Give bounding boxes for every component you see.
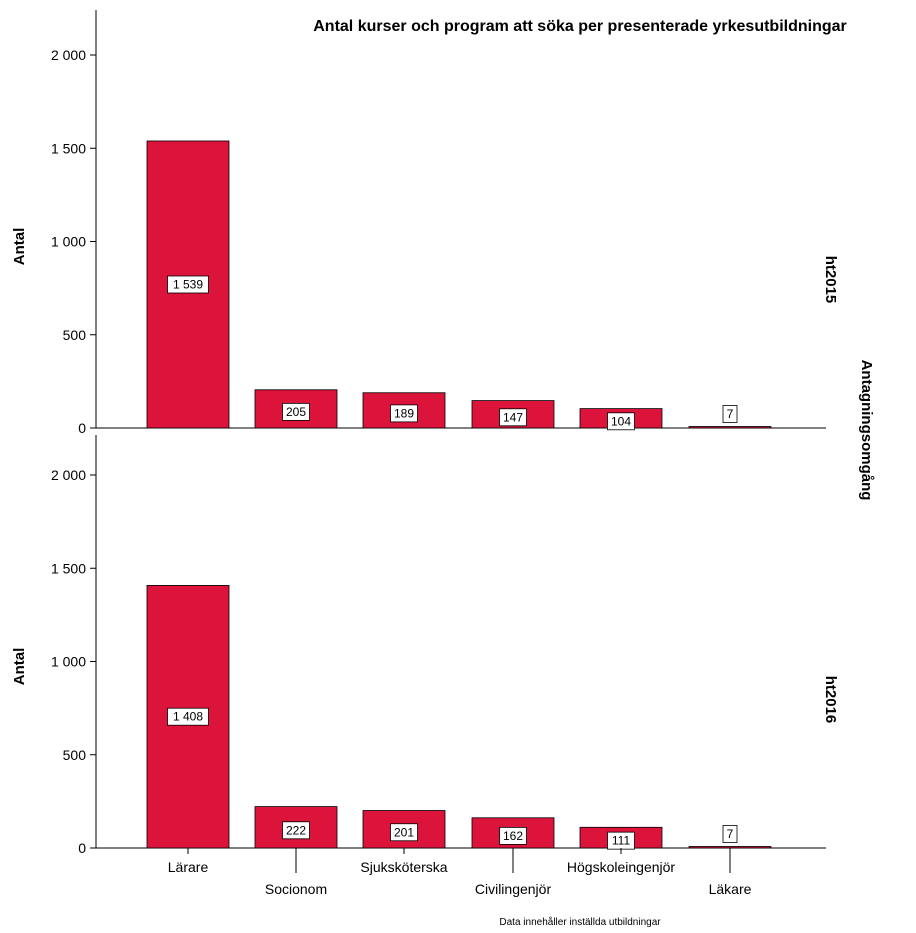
- facet-label: Antagningsomgång: [858, 360, 875, 501]
- footnote: Data innehåller inställda utbildningar: [499, 916, 661, 928]
- value-label: 111: [612, 834, 631, 848]
- value-label-box: [167, 707, 209, 726]
- value-label-box: [499, 408, 527, 427]
- value-label-box: [607, 412, 635, 431]
- value-label-box: [282, 402, 310, 421]
- value-label: 1 539: [173, 277, 203, 291]
- value-label-box: [722, 825, 738, 843]
- x-tick-label: Högskoleingenjör: [567, 859, 676, 875]
- y-axis-label: Antal: [11, 648, 28, 686]
- bar-Läkare: [688, 846, 772, 849]
- bar-Läkare: [688, 426, 772, 429]
- x-tick-label: Civilingenjör: [475, 881, 552, 897]
- panel-ht2016: 0 500 1 000 1 500 2 000 Antal ht2016 1 408 222 20…: [11, 435, 839, 897]
- value-label: 1 408: [173, 710, 203, 724]
- y-tick-label: 500: [63, 327, 87, 343]
- panel-label-ht2015: ht2015: [822, 256, 839, 304]
- x-tick-label: Lärare: [168, 859, 209, 875]
- y-tick-label: 0: [78, 840, 86, 856]
- value-label-box: [282, 821, 310, 840]
- panel-ht2015: 0 500 1 000 1 500 2 000 Antal ht2015 1 539 205 18…: [11, 10, 839, 436]
- value-label-box: [167, 275, 209, 294]
- y-tick-label: 0: [78, 420, 86, 436]
- value-label: 7: [727, 407, 734, 421]
- chart-title: Antal kurser och program att söka per pr…: [313, 18, 847, 35]
- x-tick-label: Läkare: [709, 881, 752, 897]
- y-tick-label: 1 000: [51, 654, 86, 670]
- panels-group: 0 500 1 000 1 500 2 000 Antal ht2015 1 539 205 18…: [11, 10, 839, 897]
- value-label: 205: [286, 405, 306, 419]
- value-label-box: [499, 826, 527, 845]
- x-tick-label: Socionom: [265, 881, 327, 897]
- value-label: 7: [727, 827, 734, 841]
- value-label: 201: [394, 825, 414, 839]
- y-tick-label: 2 000: [51, 467, 86, 483]
- value-label: 104: [611, 414, 631, 428]
- y-axis-label: Antal: [11, 228, 28, 266]
- value-label: 147: [503, 410, 523, 424]
- y-tick-label: 1 500: [51, 140, 86, 156]
- panel-label-ht2016: ht2016: [822, 676, 839, 724]
- value-label: 222: [286, 823, 306, 837]
- value-label: 189: [394, 406, 414, 420]
- y-tick-label: 2 000: [51, 47, 86, 63]
- y-tick-label: 1 000: [51, 234, 86, 250]
- value-label-box: [722, 405, 738, 423]
- y-tick-label: 500: [63, 747, 87, 763]
- x-tick-label: Sjuksköterska: [360, 859, 447, 875]
- y-tick-label: 1 500: [51, 560, 86, 576]
- value-label: 162: [503, 829, 523, 843]
- value-label-box: [390, 404, 418, 423]
- value-label-box: [390, 823, 418, 842]
